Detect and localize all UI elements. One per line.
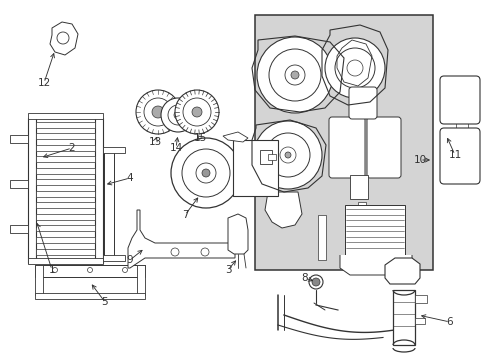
Circle shape [52,267,58,273]
FancyBboxPatch shape [366,117,400,178]
Bar [36,145,95,151]
Circle shape [168,105,187,125]
Bar [28,258,103,264]
Text: 11: 11 [447,150,461,160]
Text: 7: 7 [182,210,188,220]
FancyBboxPatch shape [328,117,364,178]
Circle shape [196,163,216,183]
Polygon shape [264,192,302,228]
Bar [36,214,95,220]
Text: 3: 3 [224,265,231,275]
Bar [137,265,145,295]
Bar [317,215,325,260]
Text: 10: 10 [412,155,426,165]
Bar [104,150,114,260]
Bar [36,248,95,255]
Text: 15: 15 [193,133,206,143]
Circle shape [311,278,319,286]
Circle shape [152,106,163,118]
Bar [36,225,95,231]
Circle shape [171,248,179,256]
Circle shape [171,138,241,208]
Bar [414,318,424,324]
Bar [28,118,36,263]
Bar [345,205,404,255]
Circle shape [268,49,320,101]
Text: 1: 1 [49,265,55,275]
Polygon shape [50,22,78,55]
Circle shape [122,267,127,273]
Circle shape [346,60,362,76]
Text: 2: 2 [68,143,75,153]
Circle shape [285,65,305,85]
Circle shape [143,98,172,126]
Circle shape [175,90,219,134]
Bar [232,140,278,196]
Bar [103,255,125,261]
Bar [414,295,426,303]
Text: 8: 8 [301,273,307,283]
Text: 5: 5 [102,297,108,307]
Bar [36,237,95,243]
Bar [10,135,28,143]
Bar [35,293,145,299]
Bar [267,154,275,160]
Bar [36,180,95,185]
Bar [36,202,95,208]
Circle shape [290,71,298,79]
Bar [36,134,95,139]
Bar [254,15,432,270]
Bar [36,122,95,128]
Circle shape [265,133,309,177]
Circle shape [325,38,384,98]
Bar [357,202,365,224]
Circle shape [201,248,208,256]
Polygon shape [223,132,247,142]
Circle shape [308,275,323,289]
Polygon shape [128,210,235,268]
Circle shape [87,267,92,273]
Bar [35,265,145,277]
Bar [36,157,95,162]
Circle shape [285,152,290,158]
Circle shape [334,48,374,88]
Bar [28,113,103,119]
Polygon shape [384,258,419,284]
Bar [392,290,414,345]
Bar [260,150,271,164]
Bar [103,147,125,153]
Text: 9: 9 [126,255,133,265]
Text: 6: 6 [446,317,452,327]
Bar [95,118,103,263]
Polygon shape [227,214,247,254]
Circle shape [174,111,182,119]
Bar [35,265,43,295]
Circle shape [192,107,202,117]
Circle shape [183,98,210,126]
FancyBboxPatch shape [348,87,376,119]
Polygon shape [339,255,411,275]
Bar [36,168,95,174]
Circle shape [136,90,180,134]
Text: 13: 13 [148,137,162,147]
FancyBboxPatch shape [439,76,479,124]
Bar [36,191,95,197]
Bar [10,225,28,233]
Circle shape [202,169,209,177]
Circle shape [182,149,229,197]
Bar [10,180,28,188]
Circle shape [253,121,321,189]
FancyBboxPatch shape [439,128,479,184]
Text: 14: 14 [169,143,182,153]
Text: 12: 12 [37,78,51,88]
Circle shape [161,98,195,132]
Circle shape [257,37,332,113]
Circle shape [280,147,295,163]
Circle shape [57,32,69,44]
Text: 4: 4 [126,173,133,183]
Bar [349,175,367,199]
